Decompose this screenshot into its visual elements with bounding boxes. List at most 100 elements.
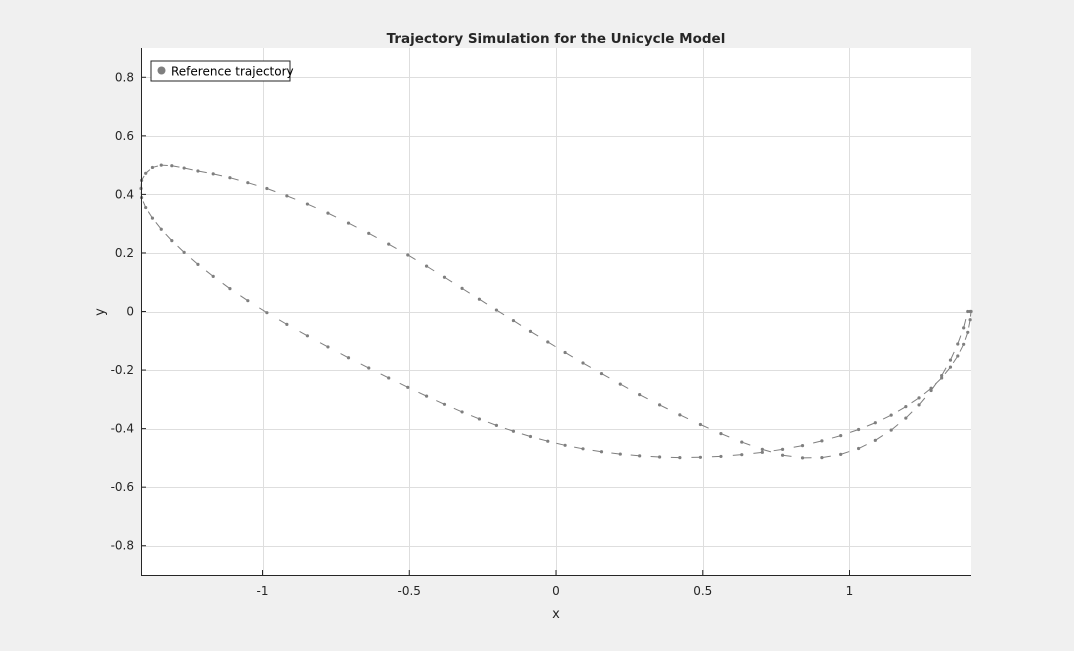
trajectory-point — [839, 453, 842, 456]
x-tick-label: 0 — [552, 584, 560, 598]
trajectory-point — [529, 330, 532, 333]
trajectory-point — [969, 318, 972, 321]
trajectory-point — [839, 434, 842, 437]
y-tick-label: 0 — [126, 305, 134, 319]
trajectory-point — [619, 383, 622, 386]
trajectory-point — [425, 265, 428, 268]
trajectory-point — [406, 386, 409, 389]
trajectory-point — [564, 444, 567, 447]
y-tick-label: 0.2 — [115, 246, 134, 260]
trajectory-point — [196, 169, 199, 172]
trajectory-point — [966, 331, 969, 334]
y-tick-label: -0.6 — [111, 480, 134, 494]
trajectory-point — [857, 428, 860, 431]
y-tick-label: -0.8 — [111, 539, 134, 553]
trajectory-point — [904, 416, 907, 419]
trajectory-point — [326, 212, 329, 215]
legend-label: Reference trajectory — [171, 65, 294, 79]
legend[interactable]: Reference trajectory — [151, 61, 294, 81]
trajectory-point — [151, 217, 154, 220]
trajectory-point — [801, 456, 804, 459]
trajectory-point — [265, 311, 268, 314]
y-axis-label: y — [93, 308, 108, 316]
y-tick-label: -0.4 — [111, 422, 134, 436]
trajectory-point — [306, 334, 309, 337]
trajectory-point — [183, 166, 186, 169]
trajectory-point — [956, 354, 959, 357]
trajectory-point — [478, 298, 481, 301]
trajectory-point — [183, 251, 186, 254]
trajectory-point — [638, 454, 641, 457]
trajectory-point — [619, 452, 622, 455]
trajectory-point — [212, 275, 215, 278]
trajectory-point — [781, 454, 784, 457]
trajectory-point — [425, 395, 428, 398]
trajectory-point — [546, 440, 549, 443]
trajectory-point — [495, 308, 498, 311]
trajectory-point — [740, 440, 743, 443]
trajectory-point — [151, 166, 154, 169]
trajectory-point — [460, 410, 463, 413]
trajectory-point — [387, 376, 390, 379]
trajectory-point — [678, 456, 681, 459]
trajectory-point — [940, 374, 943, 377]
trajectory-point — [326, 345, 329, 348]
legend-marker — [158, 67, 166, 75]
trajectory-point — [228, 287, 231, 290]
trajectory-point — [512, 319, 515, 322]
y-tick-label: 0.8 — [115, 70, 134, 84]
trajectory-point — [495, 424, 498, 427]
trajectory-point — [564, 351, 567, 354]
trajectory-point — [761, 451, 764, 454]
trajectory-point — [478, 417, 481, 420]
x-tick-label: 0.5 — [693, 584, 712, 598]
trajectory-point — [285, 194, 288, 197]
trajectory-point — [443, 403, 446, 406]
trajectory-point — [387, 243, 390, 246]
trajectory-point — [246, 181, 249, 184]
trajectory-point — [820, 456, 823, 459]
trajectory-point — [699, 456, 702, 459]
trajectory-point — [917, 403, 920, 406]
trajectory-point — [144, 172, 147, 175]
trajectory-point — [160, 228, 163, 231]
trajectory-point — [949, 359, 952, 362]
trajectory-point — [969, 310, 972, 313]
trajectory-point — [949, 366, 952, 369]
x-tick-label: 1 — [846, 584, 854, 598]
trajectory-point — [512, 430, 515, 433]
trajectory-point — [265, 187, 268, 190]
trajectory-point — [890, 428, 893, 431]
trajectory-point — [956, 342, 959, 345]
trajectory-point — [600, 372, 603, 375]
trajectory-point — [917, 396, 920, 399]
chart-title: Trajectory Simulation for the Unicycle M… — [387, 31, 726, 47]
trajectory-point — [658, 403, 661, 406]
trajectory-point — [904, 405, 907, 408]
trajectory-point — [212, 172, 215, 175]
trajectory-point — [719, 432, 722, 435]
trajectory-point — [678, 413, 681, 416]
trajectory-point — [581, 447, 584, 450]
trajectory-point — [719, 455, 722, 458]
trajectory-point — [170, 164, 173, 167]
trajectory-point — [228, 176, 231, 179]
trajectory-point — [367, 366, 370, 369]
y-ticks: -0.8-0.6-0.4-0.200.20.40.60.8 — [111, 70, 146, 552]
trajectory-point — [367, 232, 370, 235]
trajectory-point — [306, 202, 309, 205]
trajectory-point — [820, 439, 823, 442]
trajectory-point — [638, 393, 641, 396]
trajectory-point — [874, 421, 877, 424]
trajectory-point — [857, 447, 860, 450]
x-axis-label: x — [552, 607, 560, 622]
trajectory-point — [460, 287, 463, 290]
y-tick-label: 0.6 — [115, 129, 134, 143]
trajectory-point — [347, 221, 350, 224]
trajectory-point — [285, 323, 288, 326]
trajectory-point — [144, 206, 147, 209]
trajectory-point — [581, 361, 584, 364]
trajectory-point — [699, 423, 702, 426]
